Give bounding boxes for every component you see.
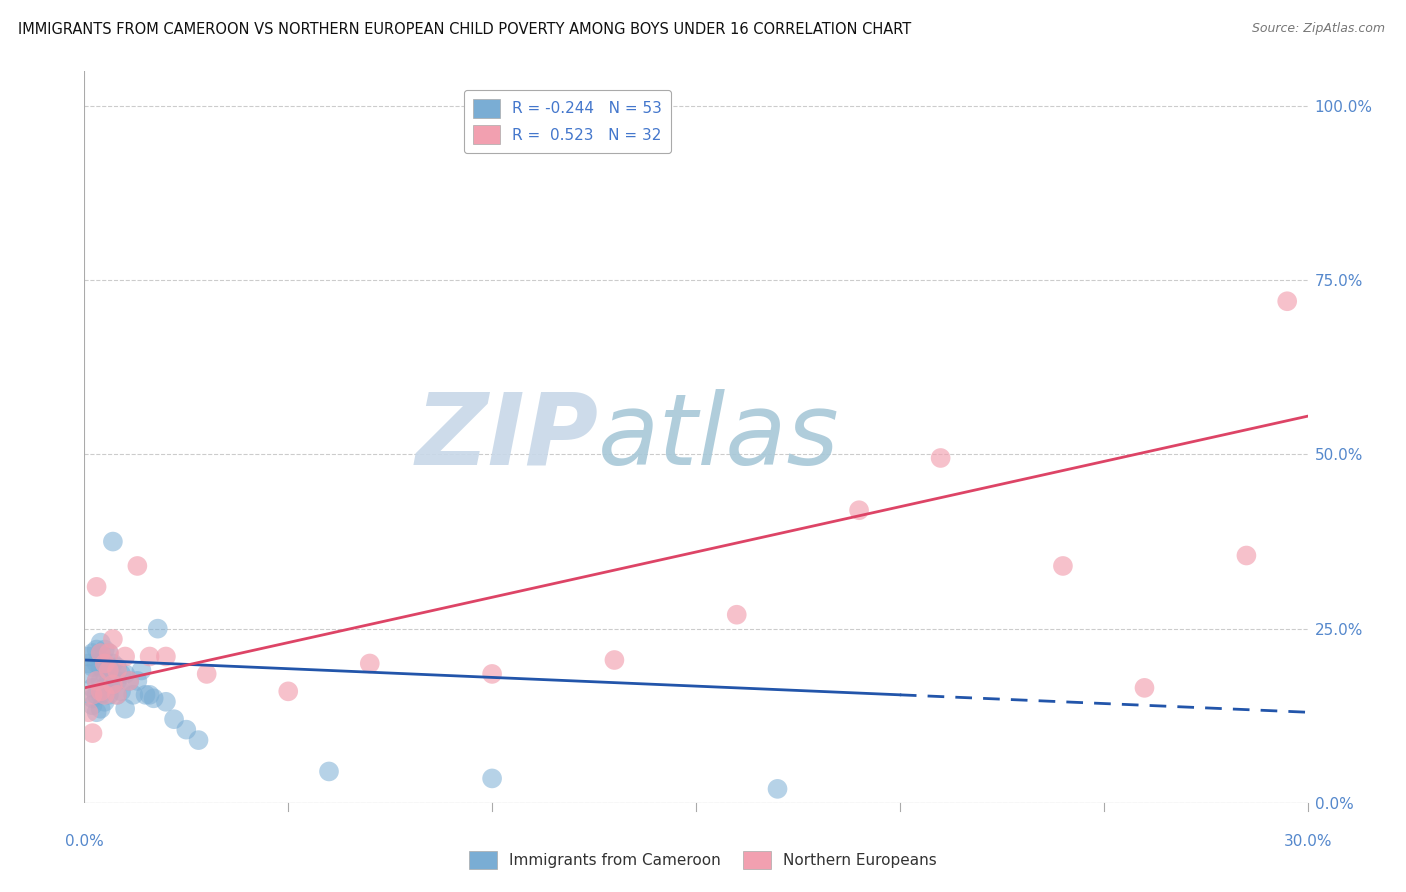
Point bbox=[101, 677, 124, 691]
Point bbox=[86, 580, 108, 594]
Point bbox=[93, 667, 115, 681]
Point bbox=[93, 695, 115, 709]
Point bbox=[114, 667, 136, 681]
Point bbox=[146, 622, 169, 636]
Point bbox=[1277, 294, 1299, 309]
Point bbox=[90, 660, 112, 674]
Point bbox=[86, 642, 108, 657]
Point bbox=[82, 688, 104, 702]
Point bbox=[90, 688, 112, 702]
Point bbox=[97, 673, 120, 688]
Point bbox=[155, 649, 177, 664]
Point bbox=[101, 657, 124, 671]
Point bbox=[105, 664, 128, 678]
Point bbox=[131, 664, 153, 678]
Text: 0.0%: 0.0% bbox=[65, 834, 104, 849]
Point bbox=[1052, 558, 1074, 573]
Text: Source: ZipAtlas.com: Source: ZipAtlas.com bbox=[1251, 22, 1385, 36]
Point bbox=[90, 646, 112, 660]
Point bbox=[1133, 681, 1156, 695]
Point bbox=[82, 691, 104, 706]
Point bbox=[155, 695, 177, 709]
Point bbox=[82, 646, 104, 660]
Point bbox=[77, 705, 100, 719]
Point bbox=[135, 688, 157, 702]
Point bbox=[118, 673, 141, 688]
Point bbox=[114, 649, 136, 664]
Point bbox=[101, 534, 124, 549]
Point bbox=[114, 702, 136, 716]
Point bbox=[105, 660, 128, 674]
Legend: R = -0.244   N = 53, R =  0.523   N = 32: R = -0.244 N = 53, R = 0.523 N = 32 bbox=[464, 90, 672, 153]
Point bbox=[86, 705, 108, 719]
Point bbox=[603, 653, 626, 667]
Point bbox=[82, 681, 104, 695]
Point bbox=[86, 673, 108, 688]
Point bbox=[93, 681, 115, 695]
Point bbox=[105, 688, 128, 702]
Point bbox=[105, 673, 128, 688]
Point bbox=[90, 673, 112, 688]
Legend: Immigrants from Cameroon, Northern Europeans: Immigrants from Cameroon, Northern Europ… bbox=[463, 845, 943, 875]
Point bbox=[163, 712, 186, 726]
Point bbox=[105, 688, 128, 702]
Point bbox=[86, 657, 108, 671]
Point bbox=[766, 781, 789, 796]
Point bbox=[118, 673, 141, 688]
Point bbox=[359, 657, 381, 671]
Point bbox=[101, 632, 124, 646]
Point bbox=[86, 673, 108, 688]
Point bbox=[110, 684, 132, 698]
Point bbox=[77, 667, 100, 681]
Point bbox=[122, 688, 145, 702]
Point bbox=[848, 503, 870, 517]
Point bbox=[90, 635, 112, 649]
Point bbox=[101, 677, 124, 691]
Point bbox=[142, 691, 165, 706]
Point bbox=[725, 607, 748, 622]
Point bbox=[82, 726, 104, 740]
Point bbox=[127, 673, 149, 688]
Text: ZIP: ZIP bbox=[415, 389, 598, 485]
Point bbox=[187, 733, 209, 747]
Point bbox=[93, 657, 115, 671]
Text: IMMIGRANTS FROM CAMEROON VS NORTHERN EUROPEAN CHILD POVERTY AMONG BOYS UNDER 16 : IMMIGRANTS FROM CAMEROON VS NORTHERN EUR… bbox=[18, 22, 911, 37]
Point bbox=[77, 649, 100, 664]
Point bbox=[97, 688, 120, 702]
Text: 30.0%: 30.0% bbox=[1284, 834, 1331, 849]
Point bbox=[93, 642, 115, 657]
Point bbox=[929, 450, 952, 465]
Point bbox=[82, 660, 104, 674]
Point bbox=[97, 664, 120, 678]
Point bbox=[1236, 549, 1258, 563]
Point bbox=[127, 558, 149, 573]
Point bbox=[138, 688, 160, 702]
Point bbox=[481, 772, 503, 786]
Point bbox=[97, 646, 120, 660]
Point bbox=[90, 702, 112, 716]
Point bbox=[174, 723, 197, 737]
Point bbox=[318, 764, 340, 779]
Text: atlas: atlas bbox=[598, 389, 839, 485]
Point bbox=[90, 684, 112, 698]
Point bbox=[195, 667, 218, 681]
Point bbox=[110, 667, 132, 681]
Point bbox=[93, 657, 115, 671]
Point bbox=[138, 649, 160, 664]
Point bbox=[481, 667, 503, 681]
Point bbox=[77, 657, 100, 671]
Point bbox=[93, 688, 115, 702]
Point bbox=[277, 684, 299, 698]
Point bbox=[82, 698, 104, 713]
Point bbox=[90, 646, 112, 660]
Point bbox=[97, 660, 120, 674]
Point bbox=[86, 688, 108, 702]
Point bbox=[97, 646, 120, 660]
